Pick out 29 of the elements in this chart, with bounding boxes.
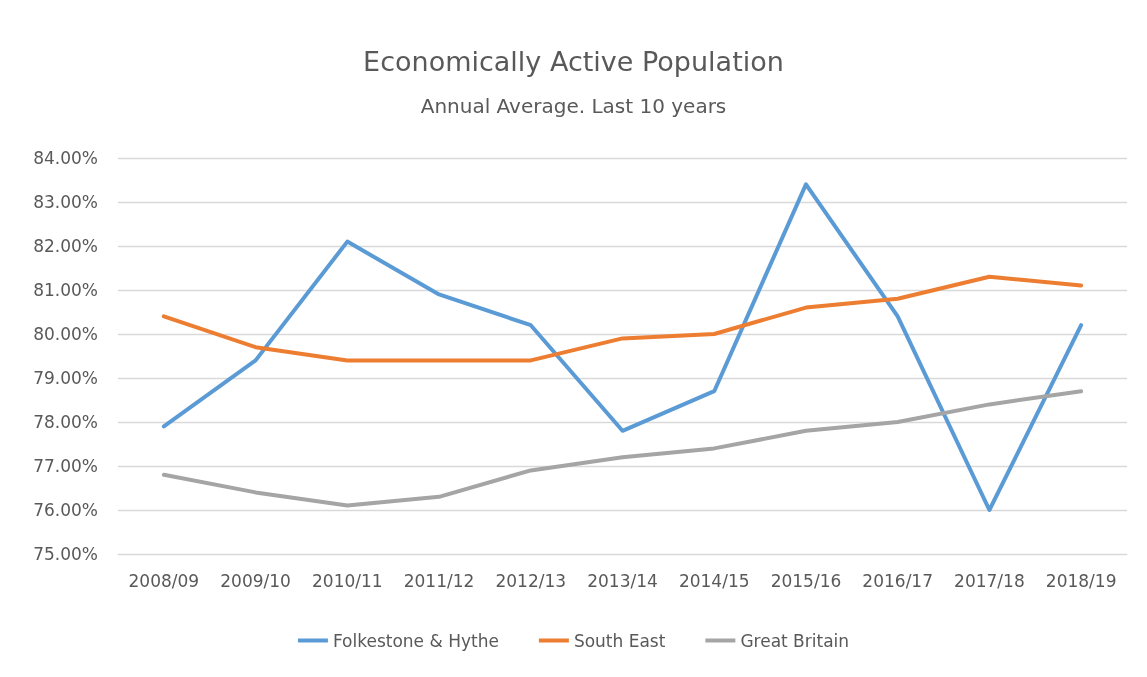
y-tick-label: 77.00% — [33, 456, 98, 476]
x-tick-label: 2017/18 — [954, 570, 1025, 591]
legend-label: South East — [573, 630, 666, 651]
x-tick-label: 2009/10 — [220, 570, 291, 591]
x-tick-label: 2013/14 — [587, 570, 658, 591]
line-series — [161, 182, 1084, 512]
line-series — [161, 389, 1084, 508]
chart-title: Economically Active Population — [363, 46, 784, 77]
y-tick-label: 79.00% — [33, 368, 98, 388]
y-tick-label: 75.00% — [33, 544, 98, 564]
x-tick-label: 2014/15 — [678, 570, 750, 591]
y-tick-label: 80.00% — [33, 324, 98, 344]
x-tick-label: 2011/12 — [403, 570, 475, 591]
y-tick-label: 78.00% — [33, 412, 98, 432]
y-tick-label: 83.00% — [33, 192, 98, 212]
y-tick-label: 84.00% — [33, 148, 98, 168]
x-tick-label: 2016/17 — [862, 570, 933, 591]
line-series — [161, 274, 1084, 363]
x-tick-label: 2012/13 — [495, 570, 567, 591]
y-tick-label: 82.00% — [33, 236, 98, 256]
x-tick-label: 2008/09 — [128, 570, 200, 591]
x-tick-label: 2018/19 — [1045, 570, 1117, 591]
legend-label: Folkestone & Hythe — [332, 630, 499, 651]
x-tick-label: 2015/16 — [770, 570, 842, 591]
chart-subtitle: Annual Average. Last 10 years — [420, 94, 727, 118]
y-tick-label: 81.00% — [33, 280, 98, 300]
legend-label: Great Britain — [740, 630, 850, 651]
x-tick-label: 2010/11 — [312, 570, 383, 591]
y-tick-label: 76.00% — [33, 500, 98, 520]
